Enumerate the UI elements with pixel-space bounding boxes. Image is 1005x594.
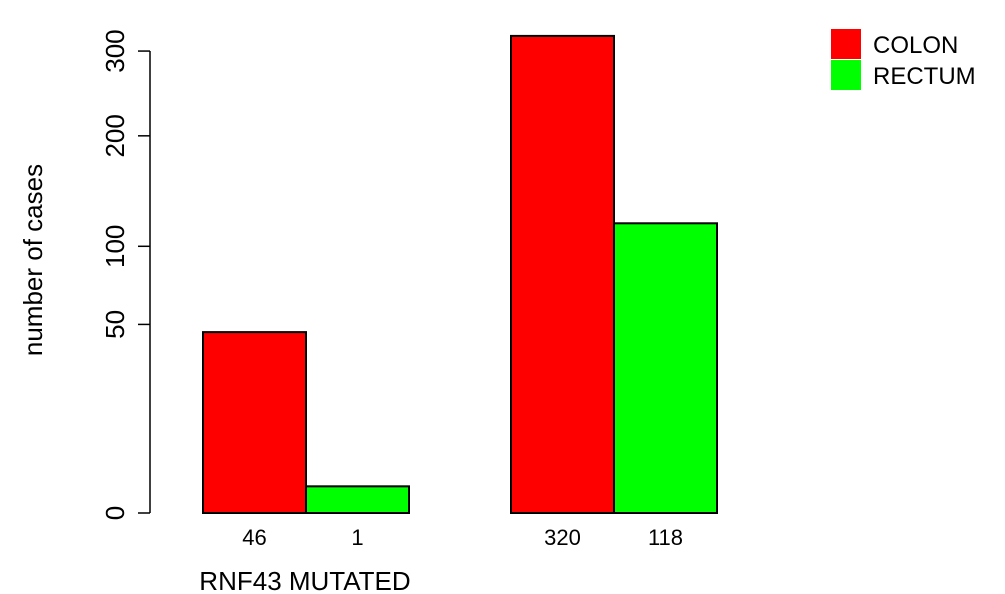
legend: COLON RECTUM (831, 29, 976, 90)
y-axis-label: number of cases (18, 164, 48, 356)
bar (305, 485, 410, 514)
y-tick-label: 100 (100, 225, 130, 268)
y-axis: 0 50 100 200 300 (100, 29, 151, 520)
bar-value-label: 320 (544, 525, 581, 550)
legend-swatch (831, 29, 861, 59)
bar-value-label: 1 (351, 525, 363, 550)
y-tick-label: 300 (100, 29, 130, 72)
y-tick-label: 200 (100, 114, 130, 157)
bar (202, 331, 307, 514)
x-axis-label: RNF43 MUTATED (199, 566, 410, 594)
bars (202, 34, 718, 514)
legend-swatch (831, 60, 861, 90)
bar (613, 222, 718, 514)
bar-value-label: 46 (242, 525, 266, 550)
bar-value-label: 118 (648, 525, 683, 550)
bar-value-labels: 46 1 320 118 (242, 525, 683, 550)
y-tick-label: 50 (100, 310, 130, 339)
bar (510, 34, 615, 514)
y-tick-label: 0 (100, 506, 130, 520)
legend-label: RECTUM (873, 63, 976, 90)
legend-label: COLON (873, 32, 958, 59)
